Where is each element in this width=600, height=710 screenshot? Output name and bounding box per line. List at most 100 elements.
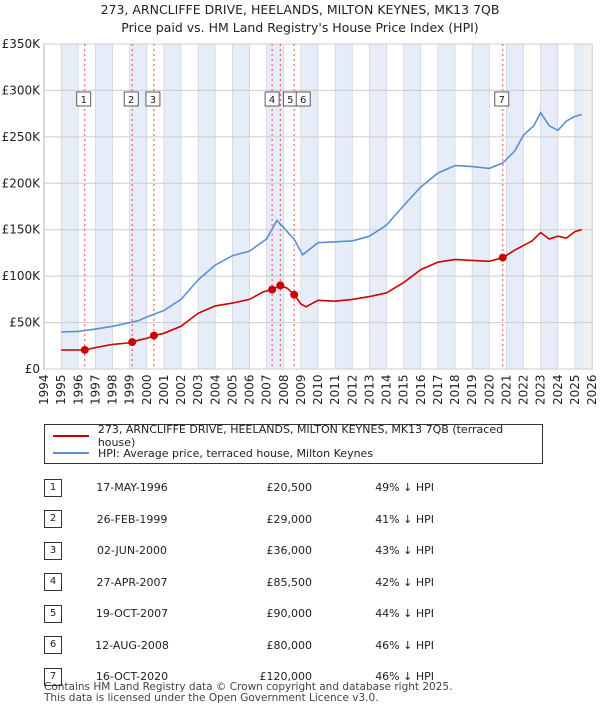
sale-number: 2 — [44, 510, 62, 529]
sale-number: 6 — [44, 636, 62, 655]
year-band-2021 — [506, 44, 524, 369]
x-tick-label: 2008 — [277, 374, 291, 405]
sale-price-cell: £20,500 — [266, 481, 313, 495]
sale-point-7 — [498, 253, 507, 262]
sale-date-cell: 27-APR-2007 — [96, 575, 168, 589]
hpi-line — [61, 111, 582, 333]
sale-point-4 — [268, 285, 277, 294]
sale-label-box — [123, 91, 139, 107]
y-tick-label: £100K — [2, 269, 42, 283]
x-tick-label: 2012 — [345, 374, 359, 405]
x-tick-label: 2023 — [534, 374, 548, 405]
sale-number-cell: 7 — [38, 661, 62, 693]
sale-number: 1 — [44, 478, 62, 497]
sale-label-text: 6 — [300, 95, 306, 106]
sale-label-text: 4 — [269, 95, 275, 106]
property-price-line — [61, 228, 582, 351]
chart-subtitle: Price paid vs. HM Land Registry's House … — [121, 20, 479, 35]
sale-number: 7 — [44, 667, 62, 686]
x-tick-label: 2000 — [140, 374, 154, 405]
sale-price-cell: £36,000 — [266, 544, 313, 558]
x-tick-label: 1999 — [123, 374, 137, 405]
sale-date-cell: 17-MAY-1996 — [96, 481, 168, 495]
year-band-2017 — [437, 44, 455, 369]
sale-price-cell: £90,000 — [266, 607, 313, 621]
sale-number-cell: 1 — [38, 472, 62, 504]
year-band-2001 — [163, 44, 181, 369]
x-tick-label: 2015 — [397, 374, 411, 405]
sale-label-box — [264, 91, 280, 107]
y-tick-label: £250K — [2, 130, 42, 144]
sale-date-cell: 19-OCT-2007 — [95, 607, 169, 621]
sale-number-cell: 2 — [38, 504, 62, 536]
sale-number-cell: 5 — [38, 598, 62, 630]
x-tick-label: 2019 — [465, 374, 479, 405]
sale-row-3: 3 02-JUN-2000 £36,000 43% ↓ HPI — [38, 535, 434, 567]
sale-hpi-diff-cell: 43% ↓ HPI — [375, 544, 434, 558]
sale-label-7: 7 — [494, 91, 510, 107]
sale-point-1 — [80, 345, 89, 354]
sale-label-box — [295, 91, 311, 107]
sale-date-cell: 12-AUG-2008 — [95, 638, 169, 652]
sale-label-text: 1 — [81, 95, 87, 106]
footer: Contains HM Land Registry data © Crown c… — [44, 682, 452, 704]
sale-hpi-diff-cell: 46% ↓ HPI — [375, 638, 434, 652]
year-band-2023 — [540, 44, 558, 369]
sale-price-cell: £85,500 — [266, 575, 313, 589]
x-tick-label: 2013 — [362, 374, 376, 405]
year-band-1999 — [129, 44, 147, 369]
sale-row-6: 6 12-AUG-2008 £80,000 46% ↓ HPI — [38, 630, 434, 662]
year-band-2015 — [403, 44, 421, 369]
x-tick-label: 2004 — [208, 374, 222, 405]
x-tick-label: 2009 — [294, 374, 308, 405]
forecast-area — [583, 44, 592, 369]
legend-item-hpi: HPI: Average price, terraced house, Milt… — [53, 445, 373, 461]
sale-label-box — [494, 91, 510, 107]
x-tick-label: 2005 — [225, 374, 239, 405]
chart-title: 273, ARNCLIFFE DRIVE, HEELANDS, MILTON K… — [100, 2, 500, 17]
legend-hpi-label: HPI: Average price, terraced house, Milt… — [98, 446, 374, 460]
x-tick-label: 1995 — [54, 374, 68, 405]
sale-number-cell: 6 — [38, 630, 62, 662]
year-band-1995 — [61, 44, 79, 369]
x-tick-label: 2001 — [157, 374, 171, 405]
y-tick-label: £150K — [2, 223, 42, 237]
year-band-2013 — [369, 44, 387, 369]
x-tick-label: 1996 — [71, 374, 85, 405]
sale-point-6 — [290, 290, 299, 299]
sale-point-5 — [276, 281, 285, 290]
sale-hpi-diff-cell: 42% ↓ HPI — [375, 575, 434, 589]
legend-property-label: 273, ARNCLIFFE DRIVE, HEELANDS, MILTON K… — [97, 423, 504, 449]
footer-licence: This data is licensed under the Open Gov… — [44, 692, 379, 704]
x-tick-label: 2014 — [380, 374, 394, 405]
sale-label-box — [145, 91, 161, 107]
y-tick-label: £300K — [2, 83, 42, 97]
sale-label-text: 5 — [287, 95, 293, 106]
sale-date-cell: 26-FEB-1999 — [96, 512, 168, 526]
x-tick-label: 2006 — [243, 374, 257, 405]
sale-row-5: 5 19-OCT-2007 £90,000 44% ↓ HPI — [38, 598, 434, 630]
year-band-2005 — [232, 44, 250, 369]
x-tick-label: 2010 — [311, 374, 325, 405]
sale-price-cell: £120,000 — [259, 670, 313, 684]
sale-point-2 — [128, 338, 137, 347]
sale-label-1: 1 — [76, 91, 92, 107]
x-tick-label: 2016 — [414, 374, 428, 405]
x-tick-label: 1997 — [88, 374, 102, 405]
sale-label-box — [76, 91, 92, 107]
x-tick-label: 2007 — [260, 374, 274, 405]
sale-hpi-diff-cell: 41% ↓ HPI — [375, 512, 434, 526]
sale-label-2: 2 — [123, 91, 139, 107]
year-band-2009 — [300, 44, 318, 369]
sale-label-text: 3 — [150, 95, 156, 106]
x-tick-label: 2011 — [328, 374, 342, 405]
sale-price-cell: £29,000 — [266, 512, 313, 526]
x-tick-label: 2025 — [568, 374, 582, 405]
sale-row-2: 2 26-FEB-1999 £29,000 41% ↓ HPI — [38, 504, 434, 536]
y-tick-label: £50K — [9, 316, 41, 330]
sale-price-cell: £80,000 — [266, 638, 313, 652]
sale-date-cell: 16-OCT-2020 — [95, 670, 169, 684]
sale-point-3 — [149, 331, 158, 340]
year-band-2011 — [335, 44, 353, 369]
